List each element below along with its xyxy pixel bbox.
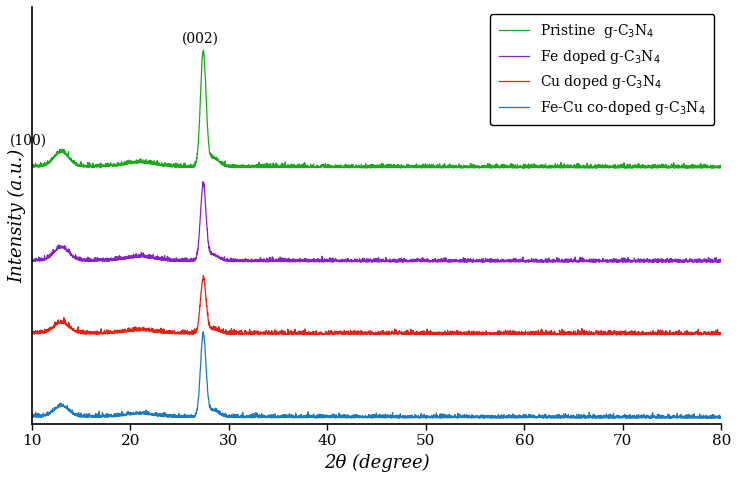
Fe-Cu co-doped g-C$_3$N$_4$ <box>710 165 719 171</box>
Pristine  g-C$_3$N$_4$ <box>323 413 331 419</box>
Fe doped g-C$_3$N$_4$ <box>717 331 725 337</box>
Fe-Cu co-doped g-C$_3$N$_4$ <box>661 162 670 168</box>
Fe doped g-C$_3$N$_4$ <box>528 331 537 337</box>
Text: (100): (100) <box>10 134 46 148</box>
Pristine  g-C$_3$N$_4$ <box>317 414 326 420</box>
Fe-Cu co-doped g-C$_3$N$_4$ <box>323 165 331 171</box>
Pristine  g-C$_3$N$_4$ <box>355 415 364 421</box>
Fe-Cu co-doped g-C$_3$N$_4$ <box>199 47 208 53</box>
Cu doped g-C$_3$N$_4$ <box>317 259 326 264</box>
Cu doped g-C$_3$N$_4$ <box>323 258 331 263</box>
Fe doped g-C$_3$N$_4$ <box>199 273 208 278</box>
Y-axis label: Intensity (a.u.): Intensity (a.u.) <box>8 148 27 283</box>
Fe doped g-C$_3$N$_4$ <box>355 329 364 334</box>
Fe doped g-C$_3$N$_4$ <box>323 331 331 337</box>
Pristine  g-C$_3$N$_4$ <box>708 415 717 421</box>
Pristine  g-C$_3$N$_4$ <box>528 414 537 420</box>
X-axis label: 2θ (degree): 2θ (degree) <box>324 454 430 472</box>
Line: Pristine  g-C$_3$N$_4$: Pristine g-C$_3$N$_4$ <box>32 332 721 418</box>
Fe doped g-C$_3$N$_4$ <box>696 331 705 337</box>
Cu doped g-C$_3$N$_4$ <box>661 258 670 263</box>
Pristine  g-C$_3$N$_4$ <box>199 329 207 335</box>
Fe doped g-C$_3$N$_4$ <box>27 329 36 335</box>
Fe-Cu co-doped g-C$_3$N$_4$ <box>717 164 725 170</box>
Cu doped g-C$_3$N$_4$ <box>528 259 537 264</box>
Fe-Cu co-doped g-C$_3$N$_4$ <box>355 164 364 170</box>
Pristine  g-C$_3$N$_4$ <box>696 414 705 420</box>
Cu doped g-C$_3$N$_4$ <box>199 179 207 184</box>
Line: Fe doped g-C$_3$N$_4$: Fe doped g-C$_3$N$_4$ <box>32 275 721 335</box>
Pristine  g-C$_3$N$_4$ <box>717 414 725 420</box>
Fe doped g-C$_3$N$_4$ <box>661 331 670 336</box>
Cu doped g-C$_3$N$_4$ <box>702 260 711 265</box>
Fe doped g-C$_3$N$_4$ <box>317 330 326 336</box>
Line: Cu doped g-C$_3$N$_4$: Cu doped g-C$_3$N$_4$ <box>32 182 721 262</box>
Text: (002): (002) <box>182 32 218 46</box>
Fe-Cu co-doped g-C$_3$N$_4$ <box>696 163 705 169</box>
Cu doped g-C$_3$N$_4$ <box>355 255 364 261</box>
Cu doped g-C$_3$N$_4$ <box>717 257 725 262</box>
Pristine  g-C$_3$N$_4$ <box>27 414 36 420</box>
Fe-Cu co-doped g-C$_3$N$_4$ <box>317 163 326 169</box>
Pristine  g-C$_3$N$_4$ <box>661 414 670 420</box>
Fe-Cu co-doped g-C$_3$N$_4$ <box>27 162 36 168</box>
Line: Fe-Cu co-doped g-C$_3$N$_4$: Fe-Cu co-doped g-C$_3$N$_4$ <box>32 50 721 168</box>
Fe-Cu co-doped g-C$_3$N$_4$ <box>528 164 537 170</box>
Legend: Pristine  g-C$_3$N$_4$, Fe doped g-C$_3$N$_4$, Cu doped g-C$_3$N$_4$, Fe-Cu co-d: Pristine g-C$_3$N$_4$, Fe doped g-C$_3$N… <box>491 14 714 125</box>
Cu doped g-C$_3$N$_4$ <box>27 257 36 262</box>
Fe doped g-C$_3$N$_4$ <box>697 332 706 338</box>
Cu doped g-C$_3$N$_4$ <box>696 257 705 262</box>
